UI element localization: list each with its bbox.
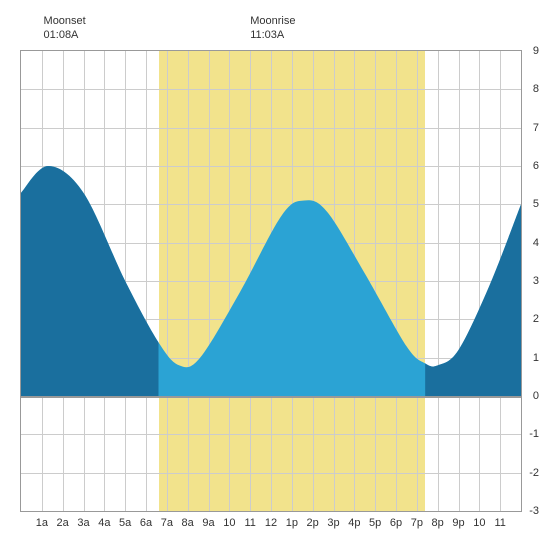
x-tick-label: 7p — [411, 517, 423, 529]
x-tick-label: 5p — [369, 517, 381, 529]
moon-event-time: 01:08A — [44, 28, 86, 42]
x-tick-label: 10 — [223, 517, 235, 529]
x-tick-label: 9a — [202, 517, 214, 529]
y-tick-label: -1 — [529, 428, 539, 440]
y-tick-label: 6 — [533, 160, 539, 172]
moon-event-title: Moonrise — [250, 14, 295, 28]
x-tick-label: 12 — [265, 517, 277, 529]
x-tick-label: 10 — [473, 517, 485, 529]
y-tick-label: -2 — [529, 467, 539, 479]
y-tick-label: 5 — [533, 198, 539, 210]
x-tick-label: 2a — [57, 517, 69, 529]
x-tick-label: 1a — [36, 517, 48, 529]
x-tick-label: 6p — [390, 517, 402, 529]
y-tick-label: 8 — [533, 83, 539, 95]
x-tick-label: 8a — [182, 517, 194, 529]
moonrise-label: Moonrise11:03A — [250, 14, 295, 43]
y-tick-label: 3 — [533, 275, 539, 287]
x-tick-label: 5a — [119, 517, 131, 529]
x-tick-label: 6a — [140, 517, 152, 529]
tide-curve — [21, 51, 521, 511]
x-tick-label: 4a — [98, 517, 110, 529]
y-tick-label: 2 — [533, 313, 539, 325]
y-tick-label: 4 — [533, 237, 539, 249]
moon-event-time: 11:03A — [250, 28, 295, 42]
x-tick-label: 9p — [452, 517, 464, 529]
x-tick-label: 1p — [286, 517, 298, 529]
x-tick-label: 7a — [161, 517, 173, 529]
y-tick-label: -3 — [529, 505, 539, 517]
y-tick-label: 7 — [533, 122, 539, 134]
x-tick-label: 11 — [494, 517, 505, 529]
moon-event-title: Moonset — [44, 14, 86, 28]
x-tick-label: 2p — [307, 517, 319, 529]
tide-chart-container: 1a2a3a4a5a6a7a8a9a1011121p2p3p4p5p6p7p8p… — [0, 0, 550, 550]
chart-plot-area: 1a2a3a4a5a6a7a8a9a1011121p2p3p4p5p6p7p8p… — [20, 50, 522, 512]
x-tick-label: 4p — [348, 517, 360, 529]
moonset-label: Moonset01:08A — [44, 14, 86, 43]
x-tick-label: 3p — [327, 517, 339, 529]
y-tick-label: 9 — [533, 45, 539, 57]
y-tick-label: 0 — [533, 390, 539, 402]
y-tick-label: 1 — [533, 352, 539, 364]
x-tick-label: 3a — [77, 517, 89, 529]
x-tick-label: 8p — [432, 517, 444, 529]
x-tick-label: 11 — [244, 517, 255, 529]
